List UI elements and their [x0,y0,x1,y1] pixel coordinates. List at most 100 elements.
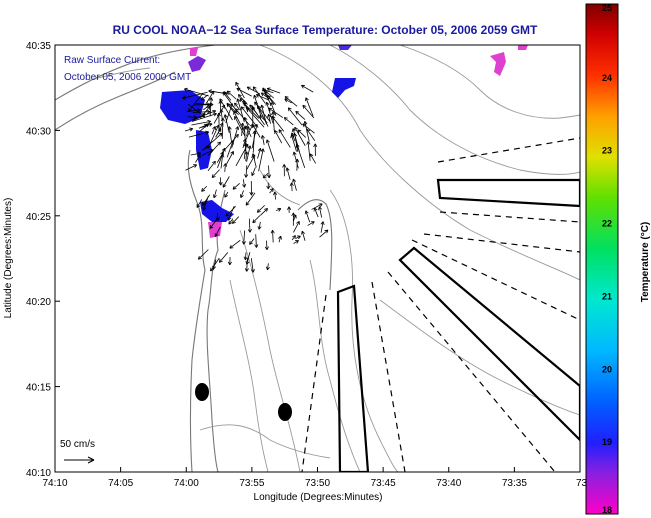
sst-patch-magenta [190,48,198,56]
colorbar-tick-label: 23 [602,146,612,156]
current-arrow [209,124,220,145]
current-arrow [184,87,209,97]
current-arrow [239,190,244,198]
sst-patch-blue [332,78,356,98]
current-arrow [267,113,272,124]
colorbar-gradient [585,3,619,515]
current-arrow [198,123,208,129]
current-arrow [242,138,247,149]
colorbar-ticks: 25 24 23 22 21 20 19 18 [602,3,612,515]
current-arrow [250,258,255,273]
current-arrow [301,230,306,241]
current-arrow [232,183,240,190]
current-vectors [182,81,329,273]
current-arrow [207,141,221,156]
current-arrow [229,239,241,249]
map-title: RU COOL NOAA−12 Sea Surface Temperature:… [113,23,538,37]
current-arrow [266,87,281,94]
colorbar-tick-label: 24 [602,73,612,83]
colorbar-tick-label: 25 [602,3,612,13]
x-tick-label: 73:50 [305,478,330,489]
current-arrow [235,143,249,166]
y-tick-label: 40:10 [26,468,51,479]
station-marker [278,403,292,421]
current-arrow [187,115,197,120]
current-arrow [240,122,245,137]
x-tick-label: 74:00 [174,478,199,489]
current-arrow [287,107,303,126]
current-arrow [210,257,220,272]
current-arrow [254,234,259,248]
current-arrow [242,99,249,113]
current-arrow [222,176,230,188]
current-arrow [302,104,315,119]
y-tick-label: 40:35 [26,41,51,52]
y-axis-label: Latitude (Degrees:Minutes) [3,198,14,319]
current-arrow [212,189,217,199]
current-arrow [301,84,314,93]
current-arrow [192,109,211,114]
current-arrow [291,235,296,241]
current-arrow [220,117,225,139]
current-arrow [264,240,269,250]
colorbar-tick-label: 22 [602,219,612,229]
current-arrow [293,221,300,233]
annotation-line-1: Raw Surface Current: [64,55,160,66]
current-arrow [245,192,256,206]
current-arrow [200,94,209,101]
sst-patch-blue [338,45,352,50]
current-arrow [204,90,215,106]
current-arrow [188,130,210,138]
current-arrow [244,257,249,272]
current-arrow [306,128,316,141]
current-arrow [251,167,256,177]
current-arrow [244,151,249,162]
current-arrow [278,129,291,148]
current-arrow [257,221,262,230]
current-arrow [218,252,229,263]
current-arrow [287,206,292,213]
current-arrow [262,173,269,179]
current-arrow [194,102,214,107]
current-arrow [271,115,285,132]
current-arrow [191,109,217,121]
sst-patch-blue [200,200,234,222]
current-arrow [292,151,299,169]
current-arrow [241,230,246,245]
current-arrow [297,129,306,138]
current-arrow [256,205,266,213]
radar-sectors [301,137,580,472]
current-arrow [223,91,232,101]
current-arrow [236,87,252,97]
annotation-line-2: October 05, 2006 2000 GMT [64,72,191,83]
current-arrow [236,98,245,123]
sst-patch-blue [196,130,212,170]
current-arrow [282,164,287,177]
colorbar: 25 24 23 22 21 20 19 18 Temperature (°C) [585,3,651,515]
current-arrow [293,240,299,244]
y-tick-label: 40:30 [26,126,51,137]
current-arrow [217,147,226,169]
current-arrow [197,249,209,260]
current-arrow [252,215,261,224]
colorbar-label: Temperature (°C) [640,222,651,303]
current-arrow [292,178,297,191]
current-arrow [243,252,248,261]
sector-polygon [336,284,370,472]
x-tick-label: 74:10 [42,478,67,489]
current-arrow [260,135,265,145]
current-arrow [278,235,282,243]
current-arrow [191,119,211,126]
current-arrow [227,257,232,266]
current-arrow [304,210,311,223]
current-arrow [283,117,294,126]
colorbar-tick-label: 21 [602,291,612,301]
current-arrow [242,126,247,152]
sst-patch-purple [188,56,206,72]
current-arrow [226,102,234,113]
current-arrow [318,206,323,218]
current-arrow [195,154,201,163]
current-arrow [260,208,268,216]
scale-label: 50 cm/s [60,439,95,450]
